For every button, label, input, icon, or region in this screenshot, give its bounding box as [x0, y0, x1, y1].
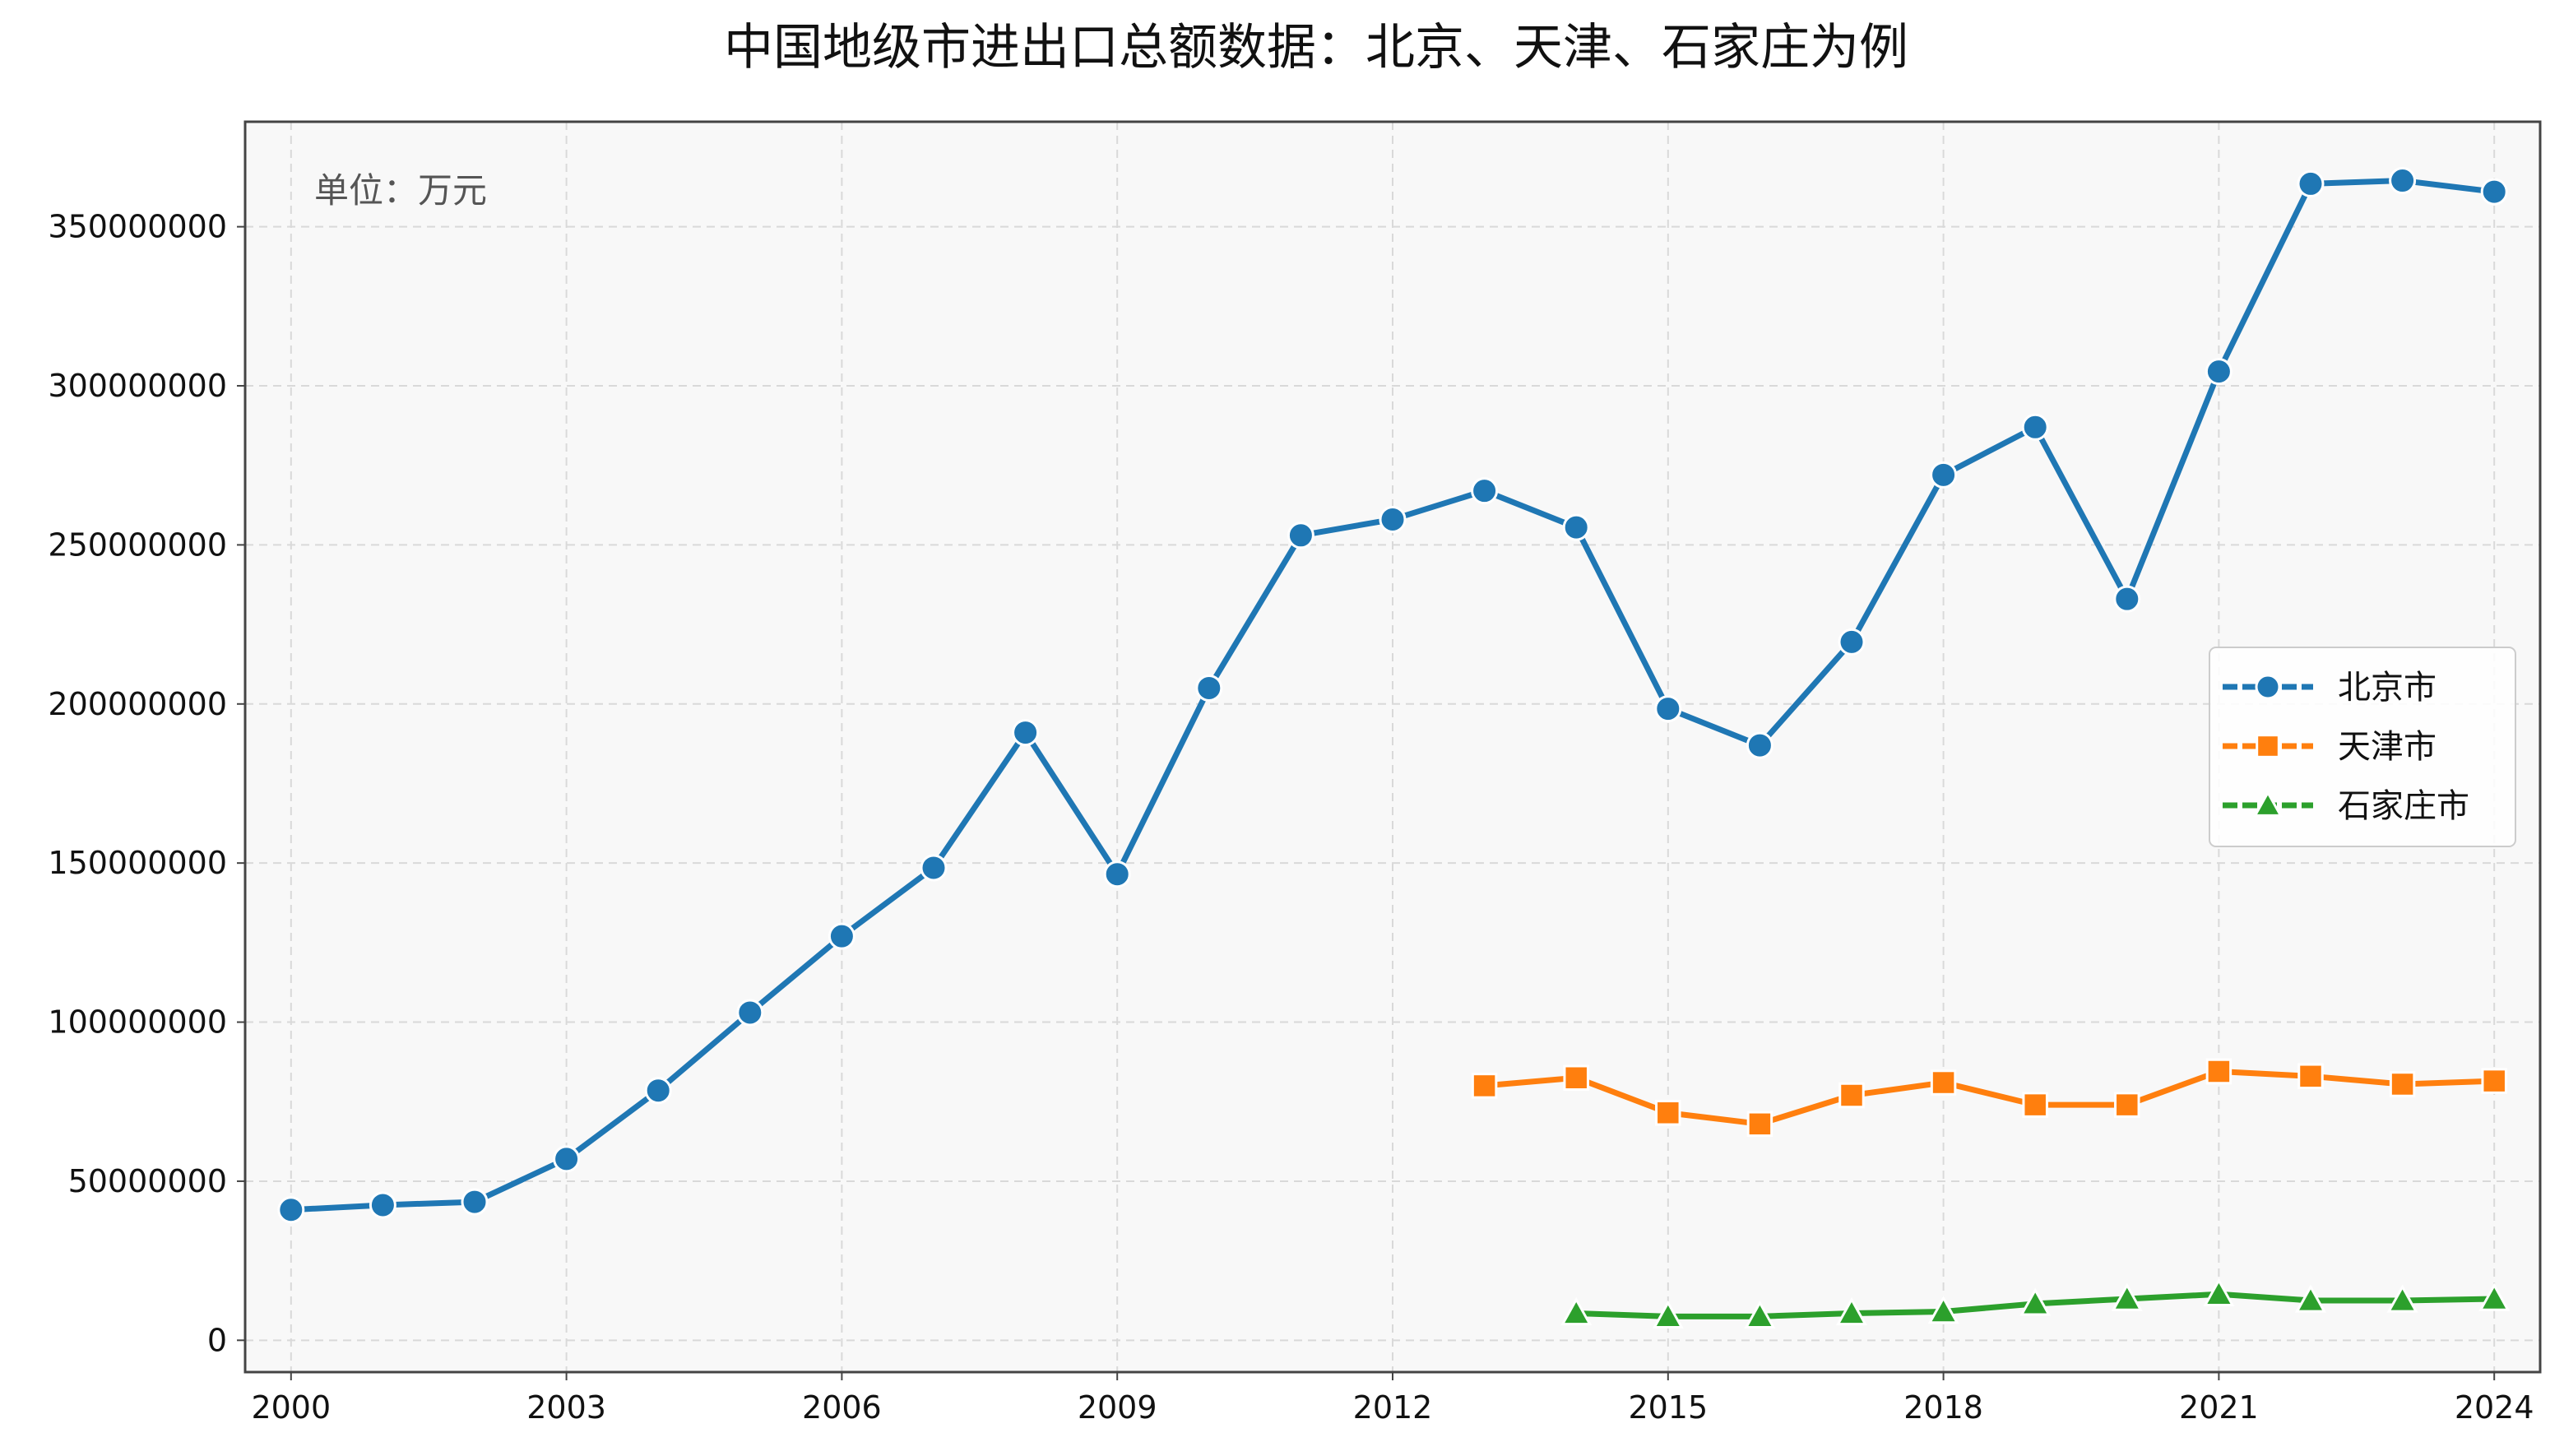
legend-marker [2255, 674, 2281, 700]
data-point-series-2 [1838, 1082, 1865, 1109]
data-point-series-1 [2297, 169, 2325, 197]
y-tick-label: 150000000 [48, 845, 227, 881]
legend-marker [2253, 790, 2283, 817]
data-point-series-3 [1560, 1296, 1593, 1326]
data-point-series-1 [1930, 461, 1958, 489]
data-point-series-3 [1652, 1300, 1684, 1329]
data-point-series-1 [553, 1145, 581, 1173]
data-point-series-1 [1103, 860, 1131, 888]
x-tick-label: 2024 [2455, 1389, 2534, 1426]
data-point-series-1 [2021, 413, 2049, 441]
y-tick-label: 300000000 [48, 368, 227, 404]
data-point-series-1 [2205, 358, 2232, 386]
x-tick-label: 2015 [1628, 1389, 1708, 1426]
data-point-series-1 [736, 999, 764, 1027]
legend-box [2209, 647, 2516, 847]
data-point-series-2 [1746, 1111, 1773, 1138]
data-point-series-3 [1927, 1295, 1959, 1324]
data-point-series-2 [1930, 1069, 1957, 1096]
data-point-series-2 [2389, 1071, 2416, 1097]
unit-annotation: 单位：万元 [314, 170, 487, 211]
data-point-series-3 [2478, 1282, 2511, 1311]
data-point-series-1 [1287, 522, 1314, 549]
data-point-series-1 [828, 922, 855, 950]
data-point-series-1 [277, 1196, 305, 1224]
y-tick-label: 200000000 [48, 686, 227, 722]
x-tick-label: 2018 [1903, 1389, 1983, 1426]
axis-ticks: 2000 2003 2006 2009 2012 2015 2018 2021 2024 0 500… [48, 209, 2534, 1426]
data-point-series-1 [2113, 585, 2141, 613]
data-point-series-2 [1563, 1064, 1589, 1091]
data-point-series-1 [461, 1188, 489, 1216]
grid-lines [245, 122, 2540, 1372]
x-tick-label: 2006 [802, 1389, 882, 1426]
y-tick-label: 0 [207, 1322, 227, 1358]
data-point-series-2 [2481, 1068, 2507, 1094]
data-point-series-3 [1835, 1296, 1868, 1326]
legend-label: 天津市 [2338, 728, 2436, 766]
data-point-series-1 [1379, 505, 1407, 533]
data-point-series-3 [2111, 1282, 2143, 1311]
data-point-series-2 [2297, 1063, 2324, 1090]
y-tick-label: 250000000 [48, 526, 227, 563]
legend-label: 北京市 [2338, 669, 2436, 707]
data-point-series-2 [2022, 1092, 2048, 1118]
data-point-series-2 [1471, 1073, 1498, 1099]
data-point-series-3 [2294, 1284, 2327, 1313]
data-point-series-1 [1195, 674, 1223, 702]
legend-marker [2256, 734, 2280, 758]
data-point-series-3 [1744, 1300, 1776, 1329]
x-tick-label: 2003 [526, 1389, 606, 1426]
data-point-series-3 [2019, 1287, 2052, 1316]
series-line-2 [1481, 1069, 2497, 1127]
data-point-series-3 [2386, 1284, 2418, 1313]
data-point-series-1 [1838, 628, 1866, 656]
data-point-series-1 [2389, 167, 2417, 195]
data-point-series-1 [2480, 178, 2508, 206]
data-point-series-1 [644, 1077, 672, 1105]
legend-label: 石家庄市 [2338, 787, 2469, 825]
y-tick-label: 50000000 [68, 1163, 227, 1199]
data-point-series-1 [1746, 731, 1773, 759]
data-point-series-1 [1654, 695, 1682, 723]
data-point-series-1 [1562, 513, 1590, 541]
y-tick-label: 100000000 [48, 1004, 227, 1041]
series-markers [277, 167, 2511, 1329]
y-tick-label: 350000000 [48, 209, 227, 245]
data-point-series-1 [920, 854, 948, 882]
x-tick-label: 2009 [1078, 1389, 1157, 1426]
x-tick-label: 2012 [1353, 1389, 1433, 1426]
x-tick-label: 2021 [2179, 1389, 2259, 1426]
data-point-series-2 [2205, 1058, 2232, 1085]
data-point-series-1 [369, 1191, 396, 1219]
data-point-series-1 [1012, 719, 1040, 747]
data-point-series-1 [1471, 477, 1499, 505]
data-point-series-2 [1655, 1100, 1681, 1126]
data-point-series-2 [2114, 1092, 2140, 1118]
x-tick-label: 2000 [251, 1389, 331, 1426]
chart-title: 中国地级市进出口总额数据：北京、天津、石家庄为例 [724, 19, 1908, 77]
data-point-series-3 [2203, 1277, 2235, 1306]
